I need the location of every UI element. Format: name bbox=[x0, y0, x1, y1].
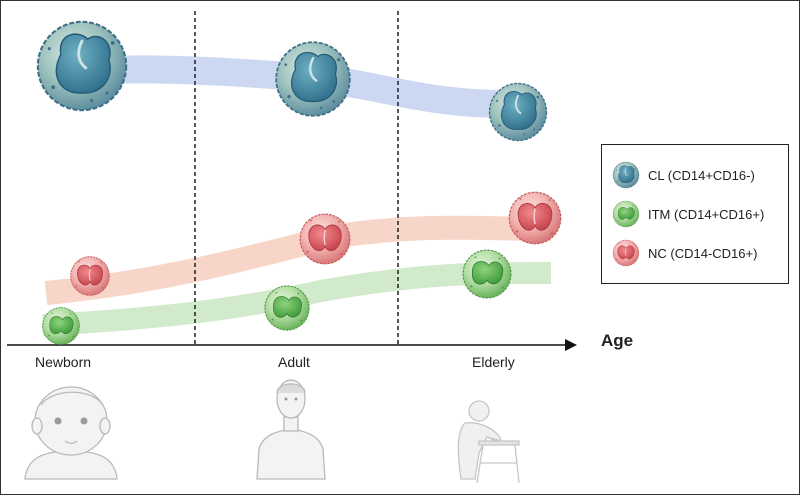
itm-cell-elderly bbox=[462, 249, 512, 299]
cl-cell-elderly bbox=[488, 82, 548, 142]
adult-person-icon bbox=[256, 379, 326, 480]
legend-box: CL (CD14+CD16-) ITM (CD14+CD16+) NC (CD1… bbox=[601, 144, 789, 284]
legend-label-nc: NC (CD14-CD16+) bbox=[648, 245, 758, 261]
nc-cell-newborn bbox=[70, 256, 110, 296]
age-axis-arrowhead bbox=[565, 339, 577, 351]
legend-label-itm: ITM (CD14+CD16+) bbox=[648, 206, 765, 222]
cl-cell-adult bbox=[275, 41, 351, 118]
newborn-baby-icon bbox=[24, 386, 118, 480]
legend-item-itm: ITM (CD14+CD16+) bbox=[612, 198, 764, 230]
legend-item-nc: NC (CD14-CD16+) bbox=[612, 237, 757, 269]
intermediate-monocyte-icon bbox=[612, 200, 640, 228]
classical-monocyte-icon bbox=[612, 161, 640, 189]
itm-cell-newborn bbox=[42, 307, 80, 345]
stage-label-newborn: Newborn bbox=[35, 354, 92, 370]
nonclassical-monocyte-icon bbox=[612, 239, 640, 267]
itm-cell-adult bbox=[264, 285, 310, 331]
elderly-person-walker-icon bbox=[457, 400, 520, 484]
stage-label-adult: Adult bbox=[278, 354, 310, 370]
age-axis-label: Age bbox=[601, 331, 634, 350]
nc-cell-adult bbox=[299, 213, 351, 265]
nc-cell-elderly bbox=[508, 191, 562, 245]
legend-label-cl: CL (CD14+CD16-) bbox=[648, 167, 755, 183]
stage-label-elderly: Elderly bbox=[472, 354, 515, 370]
legend-item-cl: CL (CD14+CD16-) bbox=[612, 159, 755, 191]
cl-cell-newborn bbox=[36, 20, 128, 112]
